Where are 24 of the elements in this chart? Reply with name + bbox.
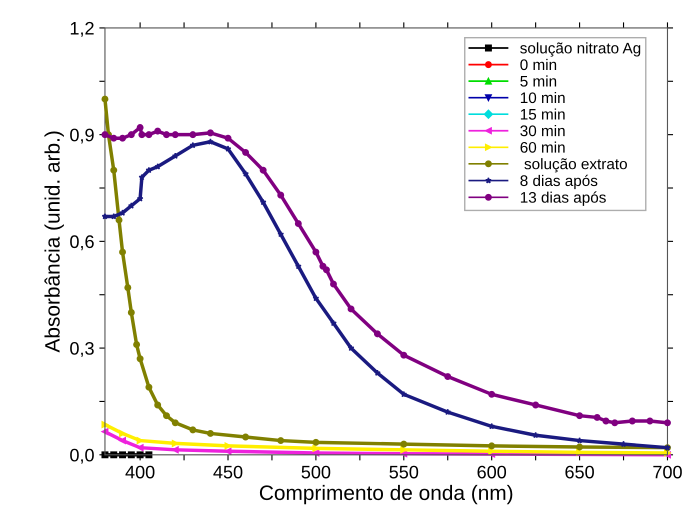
x-tick-label: 650 <box>565 466 594 478</box>
legend-label: 8 dias após <box>520 174 598 190</box>
legend-label: solução nitrato Ag <box>520 42 640 57</box>
legend-label: 5 min <box>520 75 556 87</box>
y-tick-label: 1,2 <box>70 22 94 37</box>
x-tick-label: 450 <box>213 466 242 478</box>
x-tick-label: 600 <box>478 466 506 478</box>
legend-label: 0 min <box>520 58 556 70</box>
y-tick-label: 0,0 <box>70 448 94 464</box>
x-tick-label: 500 <box>302 466 330 478</box>
y-tick-label: 0,9 <box>70 128 94 144</box>
legend-label: 30 min <box>520 125 565 136</box>
legend-label: solução extrato <box>524 158 627 172</box>
y-axis-title: Absorbância (unid. arb.) <box>44 131 64 352</box>
legend-label: 60 min <box>520 142 565 153</box>
x-tick-label: 550 <box>389 466 418 478</box>
legend-label: 13 dias após <box>520 191 606 206</box>
x-tick-label: 400 <box>125 466 154 478</box>
legend-label: 10 min <box>520 92 565 104</box>
legend-label: 15 min <box>520 108 565 120</box>
y-tick-label: 0,3 <box>70 342 94 357</box>
x-tick-label: 700 <box>653 466 682 478</box>
x-axis-title: Comprimento de onda (nm) <box>260 484 512 504</box>
y-tick-label: 0,6 <box>70 235 94 250</box>
